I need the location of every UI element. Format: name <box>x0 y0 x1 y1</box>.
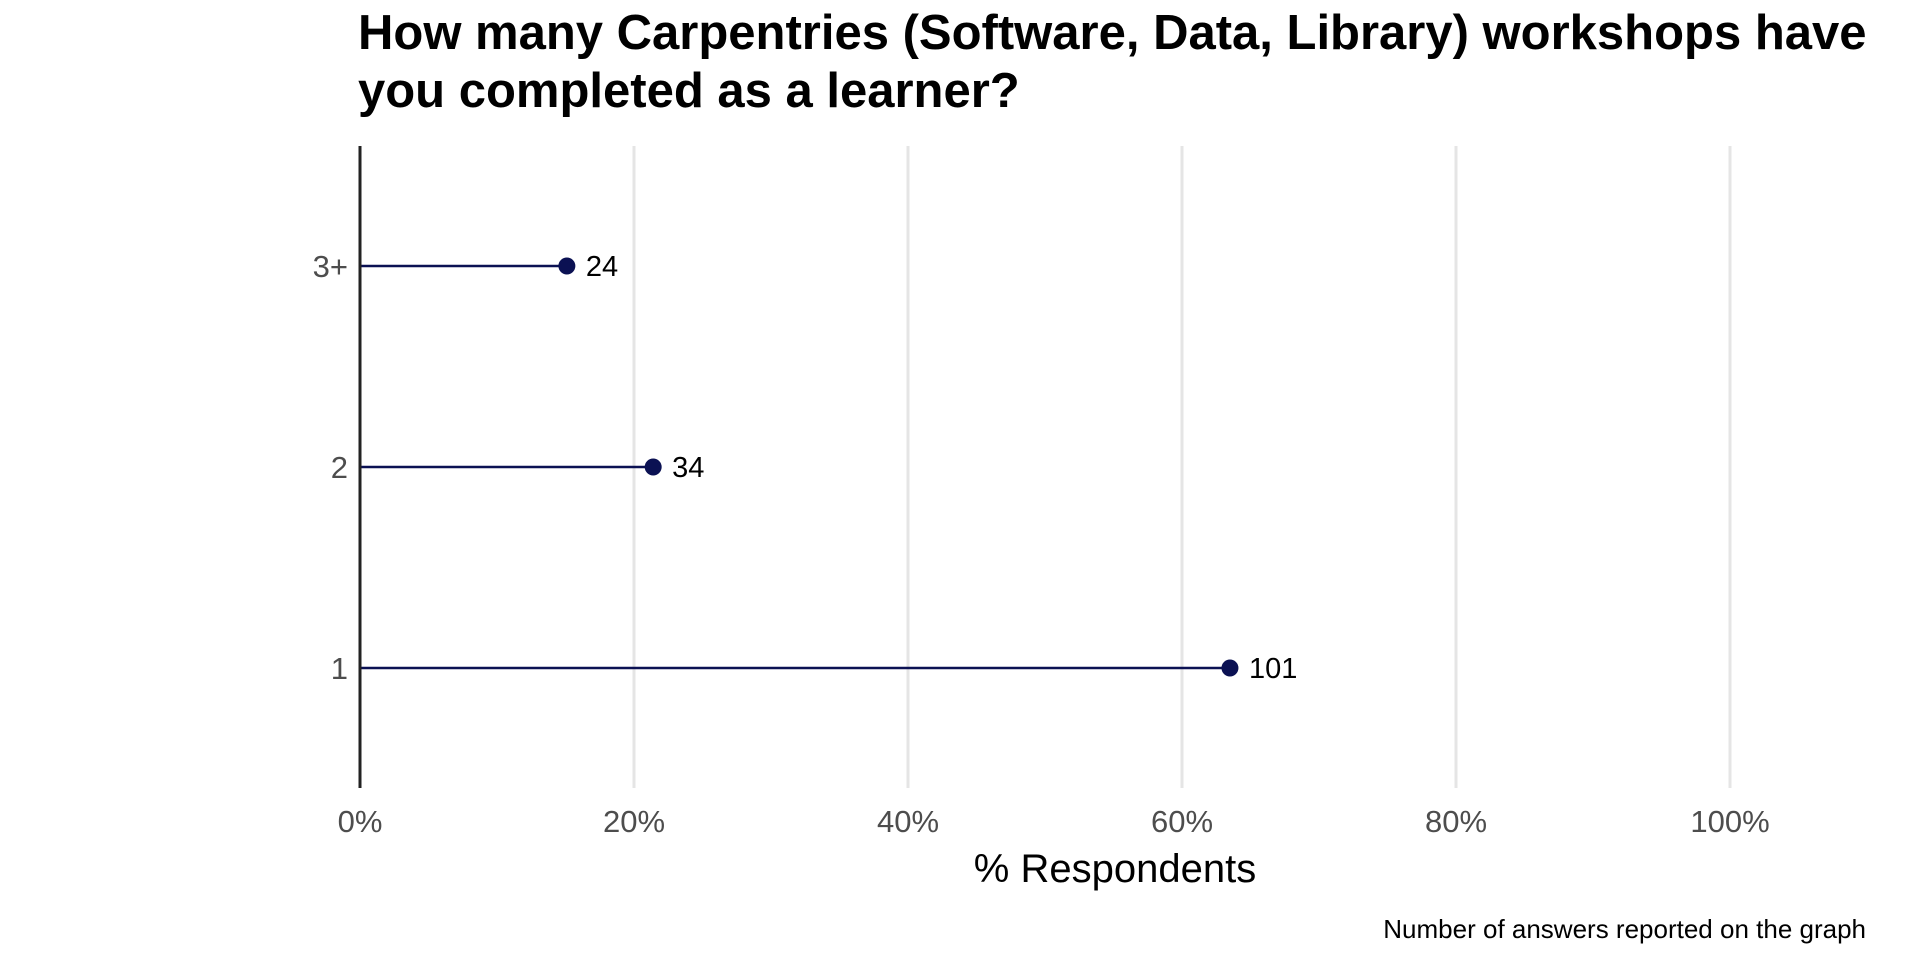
x-tick-label: 100% <box>1690 804 1769 839</box>
x-tick-label: 80% <box>1425 804 1487 839</box>
grid-lines <box>632 146 1732 788</box>
y-tick-label: 3+ <box>313 249 348 284</box>
chart-title: How many Carpentries (Software, Data, Li… <box>358 6 1867 118</box>
x-tick-labels: 0% 20% 40% 60% 80% 100% <box>338 804 1770 839</box>
lollipop-point <box>558 257 576 275</box>
y-tick-label: 2 <box>331 450 348 485</box>
data-labels: 24 34 101 <box>586 251 1297 685</box>
data-label: 24 <box>586 251 618 283</box>
chart-caption: Number of answers reported on the graph <box>1383 914 1866 944</box>
lollipop-stems <box>360 264 1230 670</box>
x-tick-label: 20% <box>603 804 665 839</box>
x-tick-label: 0% <box>338 804 383 839</box>
lollipop-point <box>1221 659 1239 677</box>
data-label: 34 <box>672 452 704 484</box>
x-tick-label: 60% <box>1151 804 1213 839</box>
x-axis-title: % Respondents <box>974 847 1256 891</box>
data-label: 101 <box>1249 653 1297 685</box>
y-tick-labels: 3+ 2 1 <box>313 249 348 686</box>
x-tick-label: 40% <box>877 804 939 839</box>
lollipop-points <box>558 257 1239 677</box>
lollipop-point <box>644 458 662 476</box>
y-tick-label: 1 <box>331 651 348 686</box>
